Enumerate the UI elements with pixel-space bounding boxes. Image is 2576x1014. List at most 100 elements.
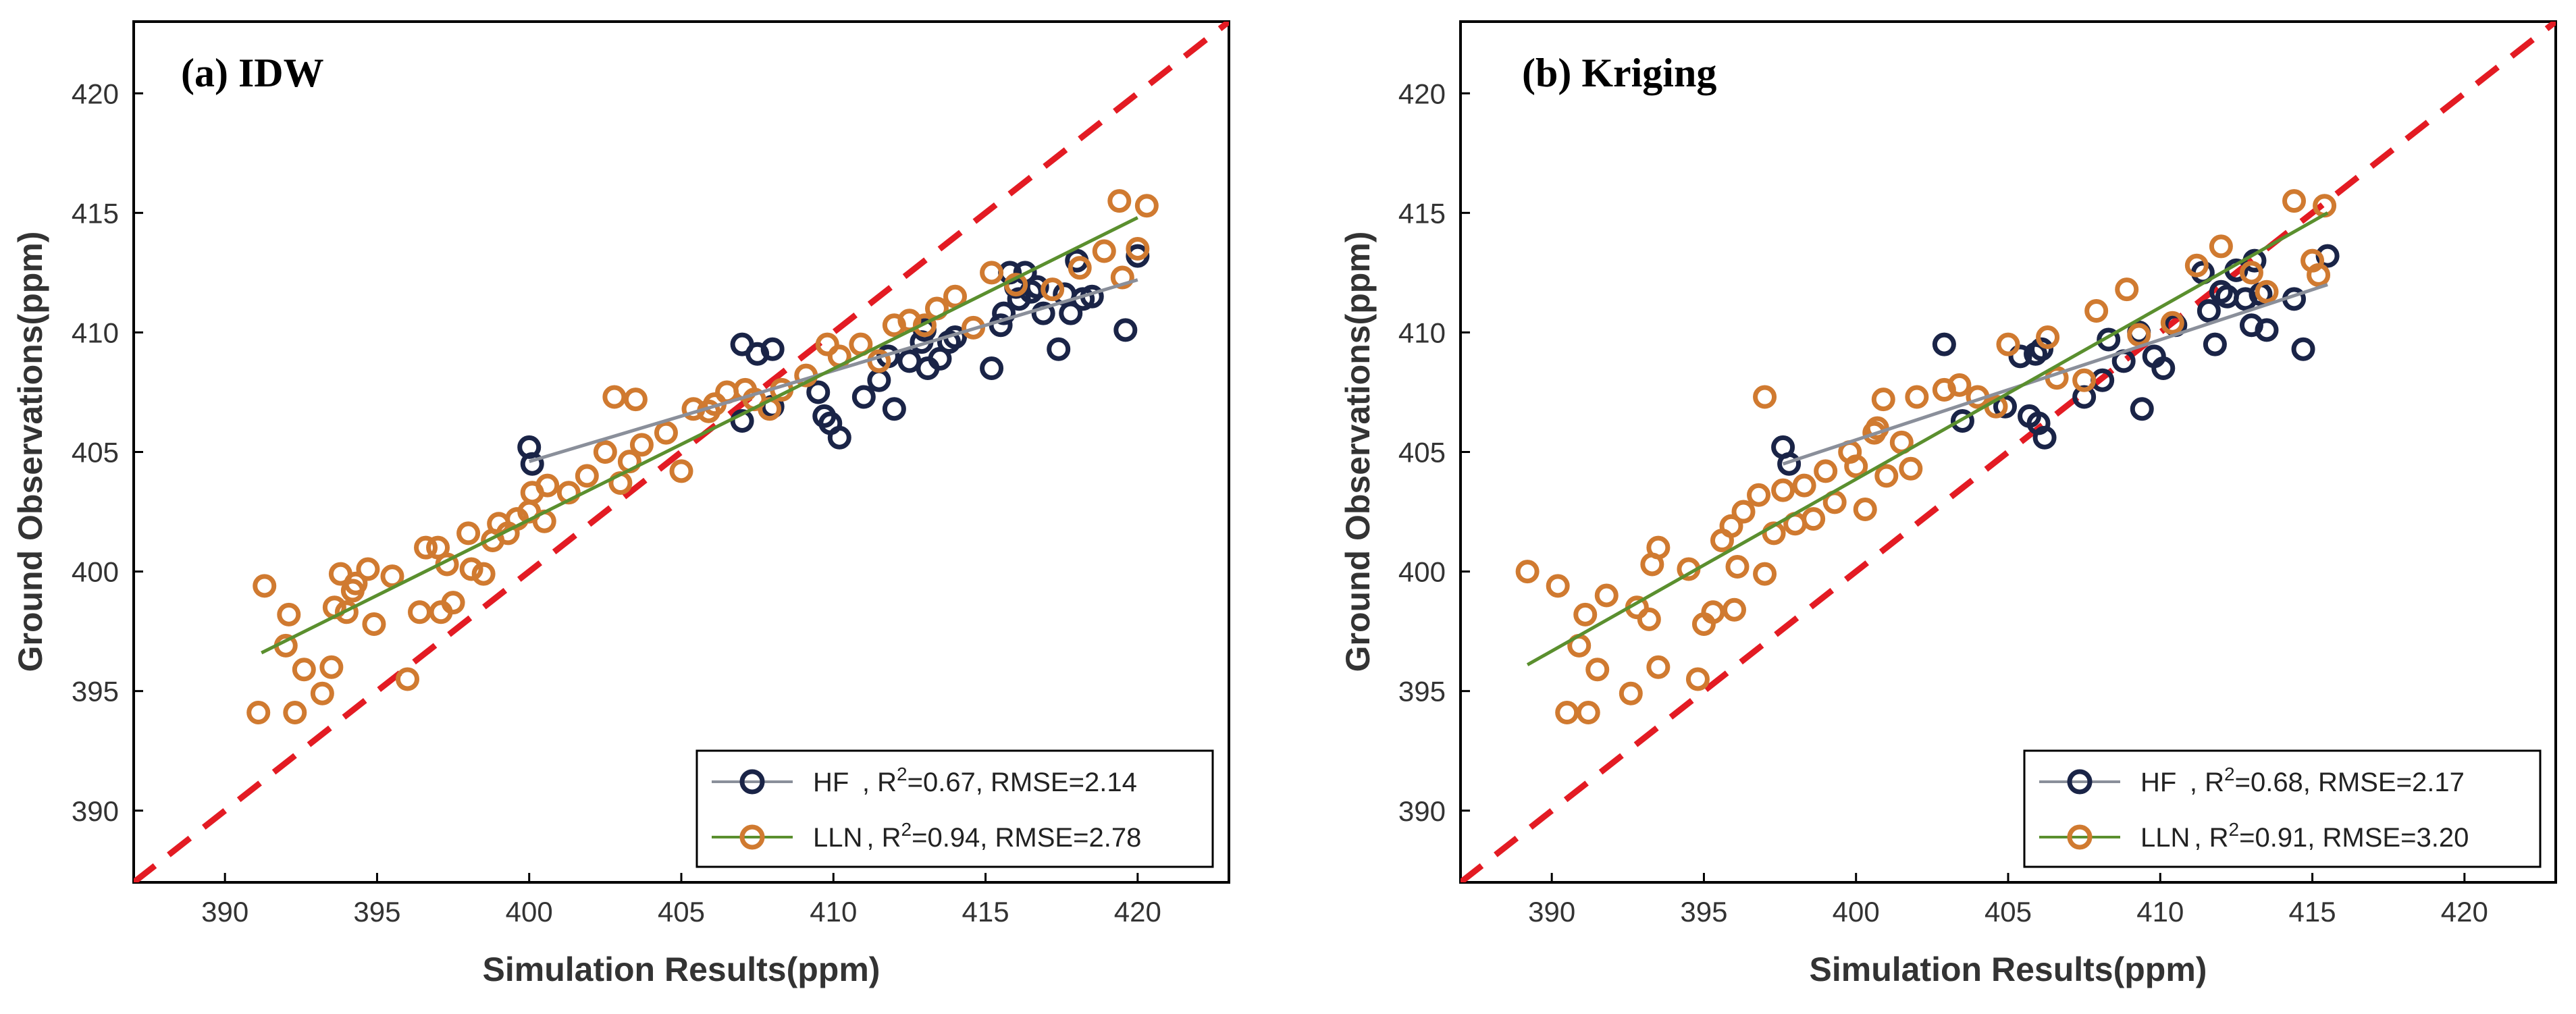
x-tick-label: 405: [658, 896, 705, 928]
point-hf: [2097, 327, 2121, 352]
panel-title: (a) IDW: [181, 51, 324, 95]
point-lln: [1723, 597, 1746, 622]
legend-lln-marker: [739, 824, 765, 850]
y-tick-label: 395: [1398, 676, 1446, 708]
point-lln: [1947, 373, 1972, 397]
x-tick-label: 400: [506, 896, 553, 928]
point-hf: [2030, 337, 2054, 361]
point-lln: [1771, 478, 1795, 502]
point-lln: [1068, 256, 1092, 280]
point-lln: [1619, 681, 1643, 705]
panel-kriging: (b) Kriging Simulation Results(ppm) Grou…: [1339, 20, 2557, 988]
x-tick-label: 415: [2289, 896, 2336, 928]
point-hf: [980, 356, 1004, 381]
y-tick-label: 400: [1398, 556, 1446, 588]
y-tick-label: 415: [1398, 197, 1446, 229]
point-lln: [980, 261, 1004, 285]
point-lln: [593, 440, 617, 464]
legend-lln-r: , R: [2194, 823, 2228, 853]
point-hf: [2255, 318, 2279, 342]
point-lln: [1814, 459, 1838, 483]
legend-lln-name: LLN: [813, 823, 862, 853]
point-lln: [441, 591, 465, 615]
point-lln: [1905, 385, 1929, 409]
point-lln: [414, 535, 438, 560]
legend-lln-stats: =0.94, RMSE=2.78: [912, 823, 1141, 853]
point-hf: [2130, 397, 2154, 421]
point-lln: [1092, 239, 1116, 263]
x-axis-title: Simulation Results(ppm): [1810, 951, 2207, 988]
point-lln: [1844, 454, 1868, 479]
point-lln: [246, 701, 271, 725]
point-lln: [283, 701, 307, 725]
point-lln: [408, 600, 432, 624]
point-lln: [2184, 253, 2209, 277]
point-lln: [623, 388, 648, 412]
fit-line-hf: [1782, 283, 2328, 466]
legend-hf-stats: =0.67, RMSE=2.14: [908, 768, 1137, 797]
legend-lln-stats: =0.91, RMSE=3.20: [2239, 823, 2469, 853]
plot-content: [1461, 22, 2556, 882]
point-hf: [520, 452, 544, 476]
point-lln: [1555, 701, 1579, 725]
point-lln: [456, 521, 481, 545]
y-tick-label: 405: [72, 437, 119, 469]
point-lln: [1637, 607, 1661, 631]
point-lln: [1576, 701, 1600, 725]
point-lln: [1701, 600, 1725, 624]
point-hf: [2032, 425, 2057, 450]
legend-hf-marker: [2067, 769, 2093, 795]
point-lln: [2239, 261, 2263, 285]
x-tick-label: 395: [353, 896, 400, 928]
legend-lln-sup: 2: [901, 819, 912, 840]
point-lln: [1719, 514, 1743, 538]
point-hf: [1031, 301, 1055, 325]
plot-content: [134, 22, 1229, 882]
y-tick-label: 420: [72, 78, 119, 109]
point-hf: [2203, 332, 2227, 356]
point-lln: [2084, 299, 2109, 323]
point-hf: [1777, 452, 1802, 476]
y-tick-label: 390: [72, 795, 119, 827]
point-lln: [1725, 555, 1750, 579]
legend: HF, R2=0.68, RMSE=2.17 LLN, R2=0.91, RMS…: [2023, 749, 2542, 868]
point-lln: [1126, 236, 1150, 261]
plot-layer: [134, 22, 1229, 882]
point-hf: [760, 337, 785, 361]
point-lln: [1792, 473, 1816, 498]
point-lln: [277, 602, 301, 626]
point-lln: [1871, 388, 1895, 412]
y-tick-label: 410: [1398, 317, 1446, 348]
point-lln: [1646, 655, 1671, 679]
point-lln: [1110, 265, 1134, 290]
point-hf: [2197, 299, 2221, 323]
point-hf: [1950, 408, 1974, 433]
legend: HF, R2=0.67, RMSE=2.14 LLN, R2=0.94, RMS…: [695, 749, 1214, 868]
point-lln: [380, 564, 404, 589]
point-lln: [253, 574, 277, 598]
point-lln: [1646, 535, 1671, 560]
panel-idw: (a) IDW Simulation Results(ppm) Ground O…: [11, 20, 1230, 988]
y-tick-label: 390: [1398, 795, 1446, 827]
point-lln: [654, 421, 678, 445]
point-lln: [575, 464, 599, 488]
point-lln: [1802, 507, 1826, 531]
point-lln: [1685, 667, 1710, 691]
point-lln: [2209, 234, 2233, 259]
legend-hf-stats: =0.68, RMSE=2.17: [2235, 768, 2465, 797]
point-hf: [1047, 337, 1071, 361]
legend-lln-label: LLN, R2=0.91, RMSE=3.20: [2140, 819, 2469, 853]
legend-lln-r: , R: [866, 823, 901, 853]
y-axis-title: Ground Observations(ppm): [11, 232, 49, 672]
point-lln: [362, 612, 386, 636]
fit-line-lln: [1526, 211, 2329, 666]
point-lln: [1585, 658, 1610, 682]
point-lln: [471, 562, 496, 586]
point-lln: [2036, 325, 2060, 349]
x-axis-title: Simulation Results(ppm): [483, 951, 880, 988]
legend-hf-sup: 2: [897, 764, 908, 784]
y-tick-label: 410: [72, 317, 119, 348]
point-lln: [1853, 498, 1877, 521]
point-hf: [992, 301, 1016, 325]
